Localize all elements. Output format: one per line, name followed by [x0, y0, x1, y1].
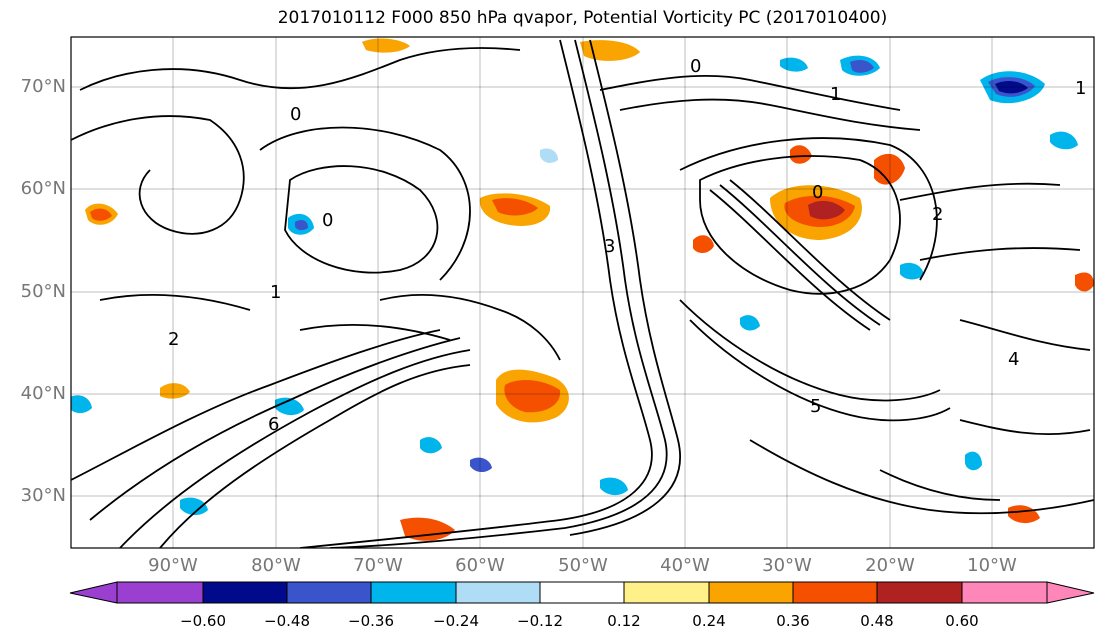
colorbar-tick-label: −0.60: [180, 612, 226, 630]
colorbar: [69, 581, 1095, 604]
lat-label-30n: 30°N: [20, 485, 66, 506]
lon-label-10w: 10°W: [967, 555, 1017, 576]
graticule: [71, 37, 1094, 548]
warm-anomaly-atlantic-core: [504, 379, 561, 413]
colorbar-segment: [455, 581, 541, 604]
lon-label-70w: 70°W: [353, 555, 403, 576]
colorbar-segment: [623, 581, 710, 604]
contour-trough: [299, 39, 653, 548]
lon-label-90w: 90°W: [148, 555, 198, 576]
colorbar-tick-label: 0.24: [692, 612, 726, 630]
colorbar-tick-label: −0.24: [433, 612, 479, 630]
colorbar-segment: [370, 581, 457, 604]
map-title: 2017010112 F000 850 hPa qvapor, Potentia…: [277, 8, 888, 28]
lat-label-50n: 50°N: [20, 281, 66, 302]
colorbar-tick-label: 0.12: [607, 612, 641, 630]
colorbar-over-arrow: [1046, 581, 1095, 604]
lon-label-50w: 50°W: [558, 555, 608, 576]
lat-label-70n: 70°N: [20, 76, 66, 97]
qvapor-anomaly-fill: [71, 38, 1094, 541]
lon-label-40w: 40°W: [660, 555, 710, 576]
lon-label-30w: 30°W: [762, 555, 812, 576]
colorbar-tick-label: −0.36: [348, 612, 394, 630]
colorbar-segment: [961, 581, 1048, 604]
colorbar-segment: [708, 581, 794, 604]
colorbar-segment: [539, 581, 625, 604]
colorbar-segment: [116, 581, 204, 604]
colorbar-tick-label: 0.36: [776, 612, 810, 630]
colorbar-segment: [876, 581, 963, 604]
map-frame: [70, 36, 1095, 549]
colorbar-tick-label: 0.48: [860, 612, 894, 630]
colorbar-under-arrow: [69, 581, 118, 604]
pv-contours: [71, 39, 1094, 548]
lat-label-60n: 60°N: [20, 178, 66, 199]
colorbar-tick-label: −0.48: [264, 612, 310, 630]
colorbar-segment: [792, 581, 878, 604]
colorbar-tick-label: 0.60: [945, 612, 979, 630]
lon-label-80w: 80°W: [251, 555, 301, 576]
colorbar-segment: [286, 581, 372, 604]
lat-label-40n: 40°N: [20, 383, 66, 404]
lon-label-60w: 60°W: [455, 555, 505, 576]
map-panel: [71, 37, 1094, 548]
lon-label-20w: 20°W: [865, 555, 915, 576]
colorbar-segment: [202, 581, 288, 604]
colorbar-tick-label: −0.12: [517, 612, 563, 630]
